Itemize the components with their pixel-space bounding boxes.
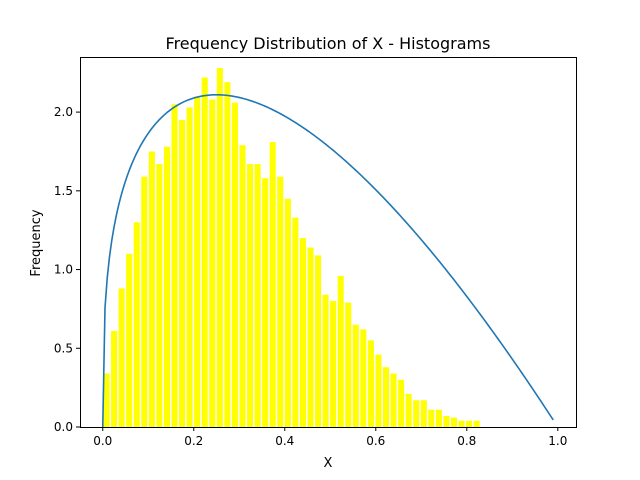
bars-group xyxy=(103,68,480,428)
histogram-bar xyxy=(148,151,155,427)
histogram-bar xyxy=(194,96,201,428)
histogram-bar xyxy=(322,294,329,427)
histogram-bar xyxy=(186,107,193,427)
histogram-bar xyxy=(413,400,420,427)
histogram-bar xyxy=(337,275,344,427)
x-axis-label: X xyxy=(324,456,333,471)
histogram-bar xyxy=(420,400,427,427)
y-tick-label: 0.5 xyxy=(54,341,73,355)
x-tick-label: 0.8 xyxy=(457,434,476,448)
x-tick-label: 1.0 xyxy=(548,434,567,448)
histogram-bar xyxy=(443,415,450,427)
histogram-bar xyxy=(330,301,337,427)
histogram-bar xyxy=(375,354,382,427)
histogram-bar xyxy=(352,324,359,427)
histogram-bar xyxy=(171,104,178,427)
histogram-bar xyxy=(307,247,314,427)
x-tick-label: 0.2 xyxy=(184,434,203,448)
y-tick-label: 1.5 xyxy=(54,184,73,198)
histogram-bar xyxy=(390,373,397,427)
histogram-bar xyxy=(450,417,458,427)
histogram-bar xyxy=(163,146,170,427)
y-tick-label: 2.0 xyxy=(54,105,73,119)
histogram-bar xyxy=(398,379,405,427)
histogram-bar xyxy=(315,255,322,427)
x-tick-label: 0.0 xyxy=(93,434,112,448)
y-axis-ticks: 0.0 0.5 1.0 1.5 2.0 xyxy=(54,105,80,434)
histogram-bar xyxy=(299,238,306,427)
y-axis-label: Frequency xyxy=(29,209,44,276)
histogram-bar xyxy=(277,176,284,427)
histogram-bar xyxy=(473,420,480,427)
x-tick-label: 0.4 xyxy=(275,434,294,448)
y-tick-label: 0.0 xyxy=(54,420,73,434)
histogram-bar xyxy=(239,145,246,427)
histogram-bar xyxy=(405,393,412,427)
histogram-bar xyxy=(254,164,261,427)
histogram-bar xyxy=(292,217,299,427)
histogram-bar xyxy=(133,222,140,427)
histogram-bar xyxy=(111,330,118,427)
histogram-bar xyxy=(103,373,110,427)
histogram-bar xyxy=(367,340,374,427)
histogram-bar xyxy=(382,367,390,427)
x-tick-label: 0.6 xyxy=(366,434,385,448)
histogram-bar xyxy=(224,82,231,427)
histogram-bar xyxy=(345,302,352,427)
histogram-bar xyxy=(284,198,291,427)
histogram-bar xyxy=(458,420,465,427)
histogram-bar xyxy=(247,164,254,427)
histogram-bar xyxy=(209,99,216,428)
y-tick-label: 1.0 xyxy=(54,263,73,277)
histogram-bar xyxy=(179,119,186,427)
histogram-bar xyxy=(269,142,276,427)
histogram-bar xyxy=(141,176,148,427)
histogram-bar xyxy=(201,77,208,428)
chart-title: Frequency Distribution of X - Histograms xyxy=(166,34,491,53)
histogram-bar xyxy=(118,288,125,427)
density-curve xyxy=(101,93,554,428)
histogram-bar xyxy=(466,420,473,427)
plot-frame xyxy=(80,57,577,428)
histogram-bar xyxy=(360,329,367,427)
histogram-bar xyxy=(435,409,442,427)
histogram-bar xyxy=(126,253,133,427)
histogram-bar xyxy=(262,178,269,427)
x-axis-ticks: 0.0 0.2 0.4 0.6 0.8 1.0 xyxy=(93,427,567,448)
histogram-bar xyxy=(428,409,435,427)
histogram-bar xyxy=(216,68,223,428)
histogram-bar xyxy=(231,102,238,427)
histogram-bar xyxy=(156,164,163,427)
